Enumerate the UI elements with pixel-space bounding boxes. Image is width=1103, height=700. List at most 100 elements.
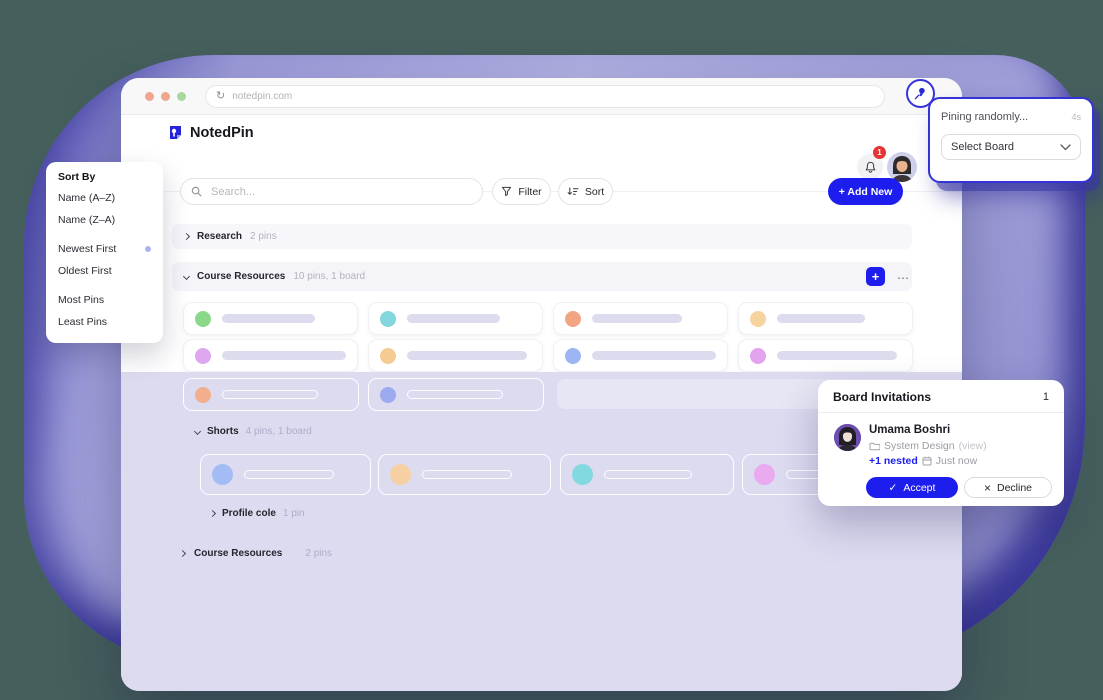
chevron-right-icon xyxy=(208,509,217,518)
nested-count: +1 nested xyxy=(869,455,918,467)
user-avatar-image xyxy=(887,152,917,182)
pin-card[interactable] xyxy=(738,339,913,372)
check-icon: ✓ xyxy=(888,481,898,494)
pin-card[interactable] xyxy=(183,339,358,372)
logo[interactable]: NotedPin xyxy=(167,124,254,141)
board-invitations-card: Board Invitations 1 Umama Boshri System … xyxy=(818,380,1064,506)
pin-title-skeleton xyxy=(407,390,503,399)
invitation-time: Just now xyxy=(935,455,978,467)
decline-button[interactable]: × Decline xyxy=(964,477,1052,498)
section-research[interactable]: Research 2 pins xyxy=(172,224,912,249)
bell-icon xyxy=(865,161,875,173)
notification-badge: 1 xyxy=(873,146,886,159)
pin-color-dot xyxy=(565,310,581,327)
traffic-light-minimize[interactable] xyxy=(161,92,170,101)
traffic-light-close[interactable] xyxy=(145,92,154,101)
section-name: Course Resources xyxy=(197,271,286,282)
sort-option-most-pins[interactable]: Most Pins xyxy=(58,294,105,306)
pin-title-skeleton xyxy=(222,390,318,399)
pin-title-skeleton xyxy=(592,351,716,360)
section-name: Research xyxy=(197,231,243,242)
filter-button[interactable]: Filter xyxy=(492,178,551,205)
pin-title-skeleton xyxy=(222,314,315,323)
pin-title-skeleton xyxy=(407,351,527,360)
browser-chrome: ↻ notedpin.com xyxy=(121,78,962,115)
pin-title-skeleton xyxy=(777,314,865,323)
pining-timer: 4s xyxy=(1071,112,1081,122)
section-name: Profile cole xyxy=(222,508,276,519)
app-header: NotedPin 1 xyxy=(121,115,962,192)
view-link[interactable]: (view) xyxy=(958,440,987,452)
pin-card[interactable] xyxy=(183,302,358,335)
inviter-name: Umama Boshri xyxy=(869,424,951,436)
ghost-pin-card[interactable] xyxy=(560,454,734,495)
pin-title-skeleton xyxy=(244,470,334,479)
pin-color-dot xyxy=(565,347,581,364)
folder-icon xyxy=(869,442,880,450)
url-bar[interactable]: ↻ notedpin.com xyxy=(205,85,885,108)
chevron-down-icon xyxy=(1060,143,1071,150)
chevron-right-icon xyxy=(182,232,191,241)
app-name: NotedPin xyxy=(190,124,254,141)
pin-title-skeleton xyxy=(604,470,692,479)
pin-title-skeleton xyxy=(592,314,682,323)
ghost-pin-card[interactable] xyxy=(200,454,371,495)
select-board-dropdown[interactable]: Select Board xyxy=(941,134,1081,160)
invitation-board-row: System Design (view) xyxy=(869,440,987,452)
pin-card[interactable] xyxy=(368,339,543,372)
notedpin-logo-icon xyxy=(170,126,181,139)
accept-label: Accept xyxy=(903,481,936,494)
board-invitations-title: Board Invitations xyxy=(833,390,932,404)
invitation-meta-row: +1 nested Just now xyxy=(869,455,977,467)
sort-option-name-az[interactable]: Name (A–Z) xyxy=(58,192,116,204)
refresh-icon[interactable]: ↻ xyxy=(216,90,226,102)
section-profile-cole[interactable]: Profile cole 1 pin xyxy=(208,508,305,519)
pin-card[interactable] xyxy=(368,302,543,335)
more-options-button[interactable]: ⋯ xyxy=(891,271,916,285)
pin-title-skeleton xyxy=(777,351,897,360)
pin-color-dot xyxy=(195,386,211,403)
pin-color-dot xyxy=(390,464,411,485)
inviter-avatar-image xyxy=(834,424,861,451)
section-course-resources[interactable]: Course Resources 10 pins, 1 board + ⋯ xyxy=(172,262,912,291)
traffic-light-zoom[interactable] xyxy=(177,92,186,101)
section-name: Course Resources xyxy=(194,548,283,559)
section-meta: 4 pins, 1 board xyxy=(245,426,312,437)
pin-color-dot xyxy=(212,464,233,485)
filter-label: Filter xyxy=(518,185,542,198)
section-shorts[interactable]: Shorts 4 pins, 1 board xyxy=(193,426,312,437)
selected-indicator-dot xyxy=(145,246,151,252)
sort-option-least-pins[interactable]: Least Pins xyxy=(58,316,108,328)
sort-by-menu: Sort By Name (A–Z) Name (Z–A) Newest Fir… xyxy=(46,162,163,343)
pining-status-text: Pining randomly... xyxy=(941,111,1029,123)
pin-title-skeleton xyxy=(222,351,346,360)
pin-color-dot xyxy=(195,310,211,327)
search-input[interactable] xyxy=(209,184,472,199)
section-meta: 10 pins, 1 board xyxy=(293,271,366,282)
pin-title-skeleton xyxy=(422,470,512,479)
sort-option-newest-first[interactable]: Newest First xyxy=(58,238,151,260)
section-course-resources-2[interactable]: Course Resources 2 pins xyxy=(178,548,332,559)
sort-option-name-za[interactable]: Name (Z–A) xyxy=(58,214,116,226)
sort-button[interactable]: Sort xyxy=(558,178,613,205)
pin-card[interactable] xyxy=(553,339,728,372)
pining-popup: Pining randomly... 4s Select Board xyxy=(928,97,1094,183)
pin-color-dot xyxy=(750,310,766,327)
add-new-button[interactable]: + Add New xyxy=(828,178,903,205)
ghost-pin-card[interactable] xyxy=(378,454,551,495)
accept-button[interactable]: ✓ Accept xyxy=(866,477,958,498)
user-avatar[interactable] xyxy=(887,152,917,182)
add-pin-button[interactable]: + xyxy=(866,267,885,286)
ghost-pin-card[interactable] xyxy=(368,378,544,411)
search-box[interactable] xyxy=(180,178,483,205)
pin-card[interactable] xyxy=(553,302,728,335)
sort-menu-title: Sort By xyxy=(58,171,96,183)
sort-option-oldest-first[interactable]: Oldest First xyxy=(58,265,112,277)
pin-extension-button[interactable] xyxy=(906,79,935,108)
sort-icon xyxy=(567,187,579,195)
pin-color-dot xyxy=(380,386,396,403)
ghost-pin-card[interactable] xyxy=(183,378,359,411)
section-meta: 2 pins xyxy=(250,231,277,242)
pin-card[interactable] xyxy=(738,302,913,335)
